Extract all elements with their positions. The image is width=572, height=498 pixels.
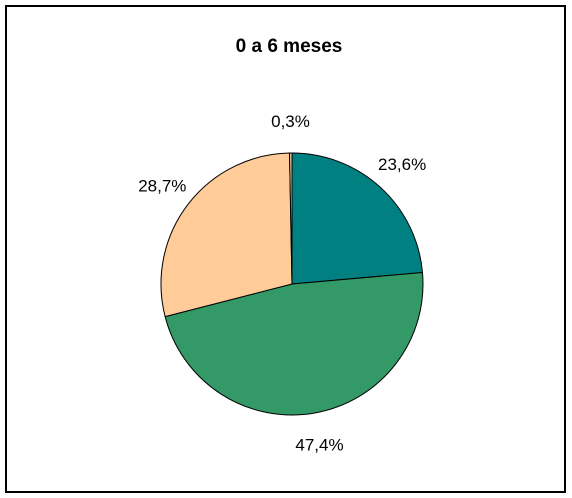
pie-slice-3: [160, 152, 293, 318]
pie-slices: [160, 152, 424, 416]
pie-labels: 23,6% 47,4% 28,7% 0,3%: [138, 112, 426, 455]
chart-title: 0 a 6 meses: [236, 36, 343, 57]
pie-slice-label-4: 0,3%: [271, 112, 310, 131]
pie-slice-4: [289, 152, 293, 285]
pie-slice-label-1: 23,6%: [378, 155, 426, 174]
pie-slice-label-3: 28,7%: [138, 176, 186, 195]
pie-slice-1: [291, 152, 424, 285]
pie-slice-2: [164, 271, 424, 416]
pie-slice-label-2: 47,4%: [295, 436, 343, 455]
